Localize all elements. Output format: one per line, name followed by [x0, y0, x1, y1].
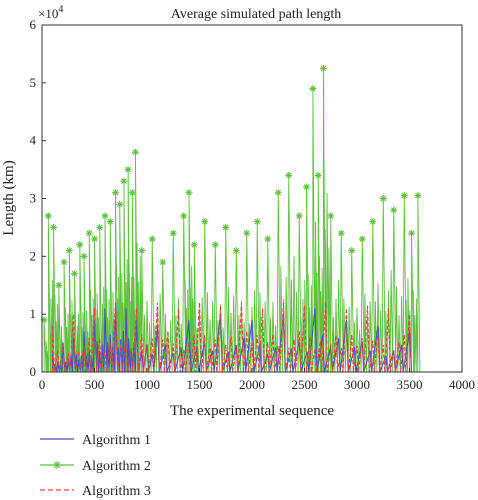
series-point — [285, 171, 293, 179]
series-point — [159, 258, 167, 266]
chart-title: Average simulated path length — [171, 7, 341, 22]
legend: Algorithm 1 Algorithm 2 Algorithm 3 — [40, 433, 151, 499]
y-multiplier: ×104 — [38, 4, 63, 21]
series-point — [274, 189, 282, 197]
series-3 — [51, 302, 413, 373]
series-point — [50, 223, 58, 231]
series-point — [180, 212, 188, 220]
series-point — [124, 166, 132, 174]
series-point — [190, 241, 198, 249]
series-point — [348, 247, 356, 255]
series-line — [51, 302, 413, 373]
series-point — [112, 189, 119, 197]
series-point — [116, 200, 124, 208]
x-tick-label: 3500 — [397, 377, 423, 392]
x-tick-label: 3000 — [344, 377, 370, 392]
series-point — [314, 171, 322, 179]
series-point — [390, 206, 398, 214]
series-point — [60, 258, 68, 266]
series-point — [222, 223, 230, 231]
series-point — [295, 212, 303, 220]
series-point — [131, 148, 139, 156]
series-point — [337, 229, 345, 237]
series-point — [138, 247, 146, 255]
series-point — [400, 192, 408, 200]
series-line — [43, 68, 421, 373]
series-point — [76, 241, 84, 249]
series-line — [51, 302, 413, 373]
y-tick-label: 1 — [30, 306, 37, 321]
series-point — [71, 270, 79, 278]
series-point — [369, 218, 377, 226]
series-1 — [51, 302, 413, 373]
y-tick-label: 4 — [30, 133, 37, 148]
series-point — [91, 235, 98, 243]
series-point — [358, 235, 366, 243]
series-point — [55, 281, 63, 289]
legend-item: Algorithm 3 — [40, 484, 151, 499]
series-point — [319, 64, 327, 72]
series-point — [148, 235, 156, 243]
series-point — [327, 212, 335, 220]
plot-series-layer — [40, 64, 422, 373]
y-tick-label: 6 — [30, 17, 37, 32]
x-tick-label: 2000 — [239, 377, 265, 392]
series-point — [201, 218, 209, 226]
legend-marker — [53, 461, 61, 469]
x-tick-label: 2500 — [292, 377, 318, 392]
series-point — [232, 247, 240, 255]
legend-label: Algorithm 1 — [82, 433, 151, 448]
legend-item: Algorithm 1 — [40, 433, 151, 448]
series-point — [65, 247, 73, 255]
x-axis-label: The experimental sequence — [170, 403, 334, 419]
series-point — [106, 218, 114, 226]
series-point — [96, 223, 104, 231]
series-point — [80, 252, 88, 260]
y-multiplier-base: ×10 — [38, 6, 58, 21]
legend-item: Algorithm 2 — [40, 459, 151, 474]
y-tick-label: 0 — [30, 364, 37, 379]
series-point — [44, 212, 52, 220]
x-tick-label: 1500 — [187, 377, 213, 392]
series-point — [85, 229, 93, 237]
axis-ticks: 0 500 1000 1500 2000 2500 3000 3500 4000 0 1 2 3 4 5 6 — [30, 17, 476, 392]
series-point — [211, 241, 219, 249]
legend-label: Algorithm 2 — [82, 459, 151, 474]
series-point — [253, 218, 261, 226]
series-point — [264, 235, 272, 243]
series-point — [303, 183, 311, 191]
x-tick-label: 1000 — [134, 377, 160, 392]
series-2 — [40, 64, 422, 373]
y-tick-label: 5 — [30, 75, 37, 90]
series-point — [185, 189, 193, 197]
series-point — [243, 229, 251, 237]
y-tick-label: 3 — [30, 191, 37, 206]
series-point — [309, 85, 317, 93]
legend-label: Algorithm 3 — [82, 484, 151, 499]
x-tick-label: 500 — [85, 377, 105, 392]
series-point — [128, 189, 136, 197]
y-tick-label: 2 — [30, 248, 37, 263]
series-point — [414, 192, 422, 200]
y-multiplier-exp: 4 — [58, 4, 63, 15]
series-point — [101, 212, 109, 220]
x-tick-label: 4000 — [449, 377, 475, 392]
x-tick-label: 0 — [39, 377, 46, 392]
series-point — [408, 229, 416, 237]
series-point — [379, 195, 387, 202]
series-point — [169, 229, 177, 237]
y-axis-label: Length (km) — [1, 160, 17, 235]
series-point — [120, 177, 128, 185]
